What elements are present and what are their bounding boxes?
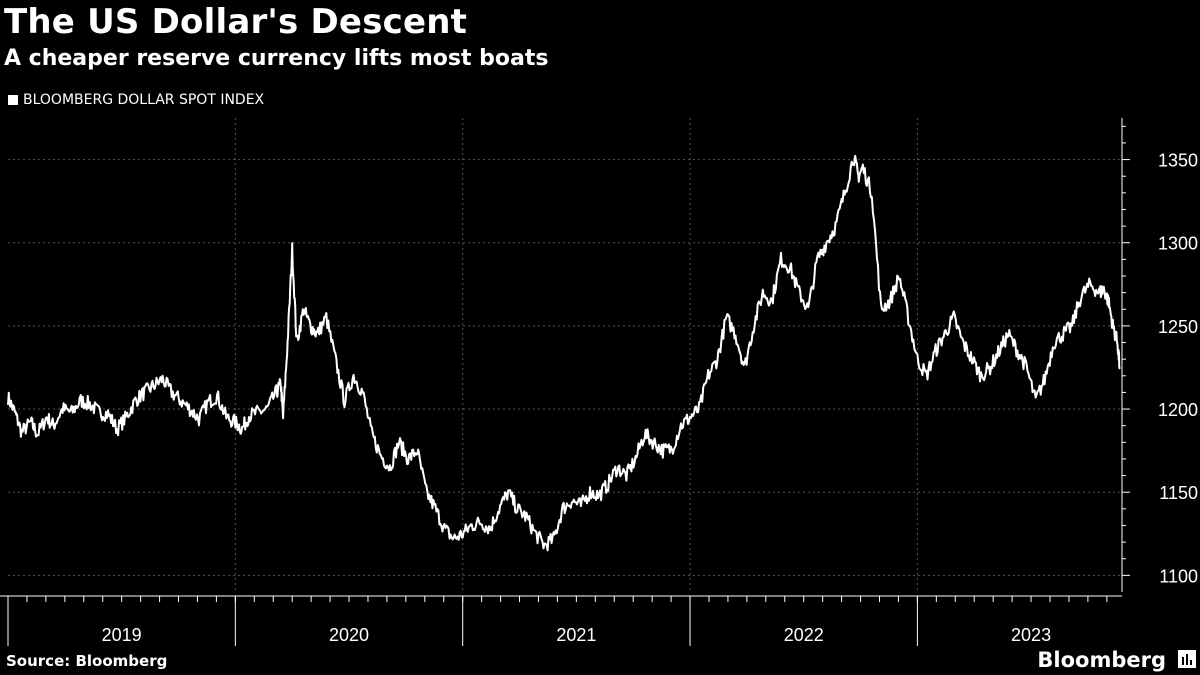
legend-label: BLOOMBERG DOLLAR SPOT INDEX — [23, 92, 265, 108]
x-tick-label: 2022 — [784, 625, 824, 645]
grid-lines — [8, 118, 1122, 592]
y-tick-label: 1250 — [1158, 317, 1198, 337]
x-tick-label: 2019 — [102, 625, 142, 645]
x-tick-label: 2021 — [556, 625, 596, 645]
axes — [0, 118, 1130, 646]
x-tick-label: 2020 — [329, 625, 369, 645]
y-tick-label: 1350 — [1158, 151, 1198, 171]
legend-swatch-square-icon — [8, 95, 18, 105]
y-tick-label: 1200 — [1158, 400, 1198, 420]
x-tick-label: 2023 — [1011, 625, 1051, 645]
x-tick-labels: 2019 2020 2021 2022 2023 — [102, 625, 1051, 645]
y-tick-labels: 1100 1150 1200 1250 1300 1350 — [1158, 151, 1198, 587]
page-subtitle: A cheaper reserve currency lifts most bo… — [4, 46, 549, 71]
y-tick-label: 1300 — [1158, 234, 1198, 254]
bloomberg-logo: Bloomberg — [1037, 648, 1166, 672]
bloomberg-terminal-icon — [1178, 650, 1196, 668]
page-title: The US Dollar's Descent — [4, 2, 468, 42]
y-tick-label: 1100 — [1159, 566, 1198, 586]
chart-legend: BLOOMBERG DOLLAR SPOT INDEX — [8, 92, 264, 108]
source-note: Source: Bloomberg — [6, 652, 168, 670]
y-tick-label: 1150 — [1159, 483, 1198, 503]
series-line-bloomberg-dollar-spot-index — [7, 154, 1121, 552]
series-layer — [7, 154, 1121, 552]
